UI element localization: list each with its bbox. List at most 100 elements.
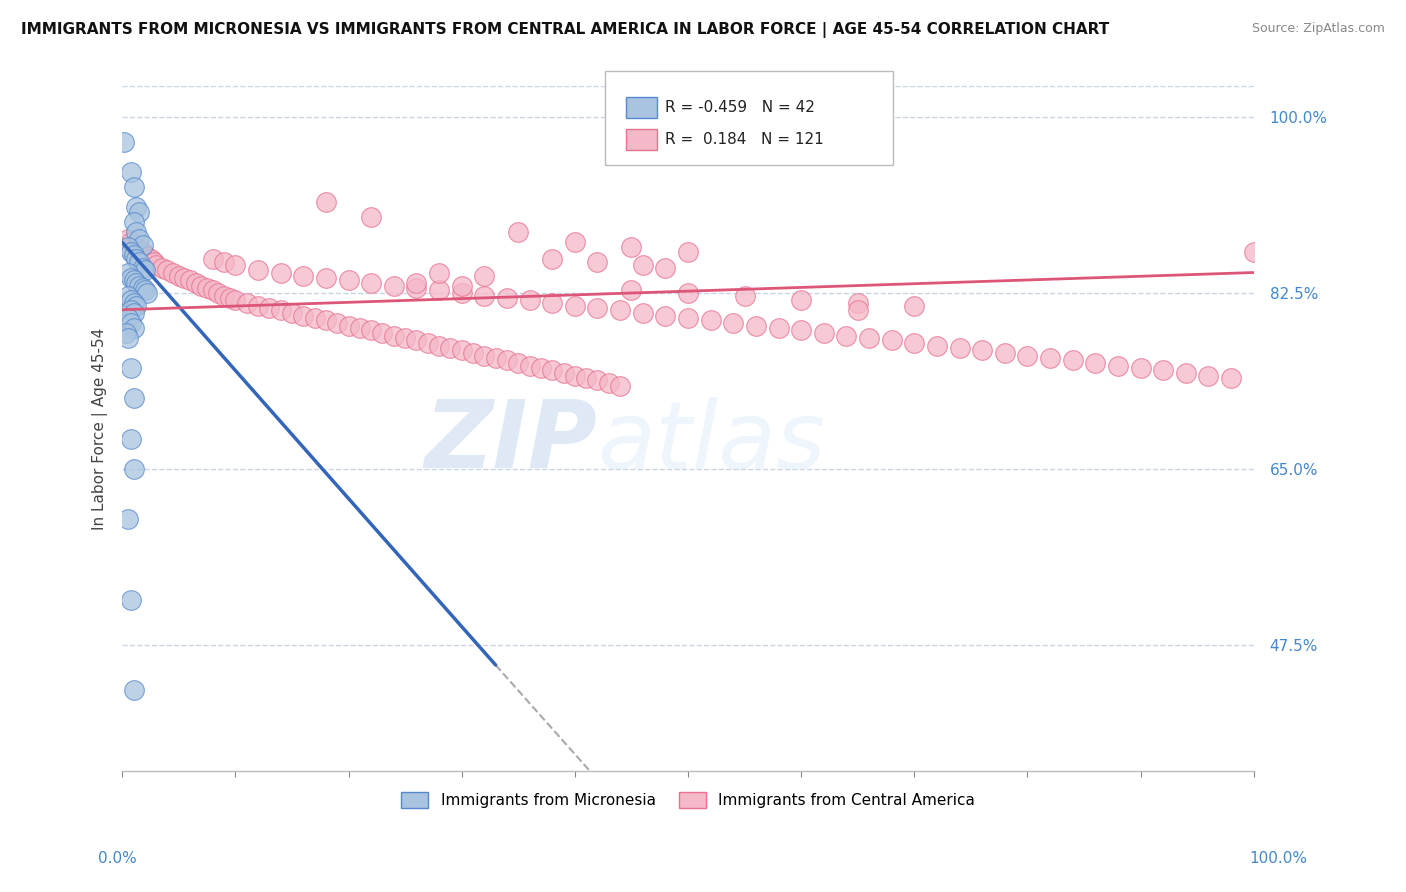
Point bbox=[564, 369, 586, 384]
Point bbox=[142, 255, 165, 269]
Point bbox=[903, 299, 925, 313]
Point bbox=[218, 291, 240, 305]
Point bbox=[122, 306, 145, 320]
Point bbox=[1198, 369, 1220, 384]
Point bbox=[382, 278, 405, 293]
Point bbox=[122, 683, 145, 698]
Point bbox=[880, 333, 903, 347]
Text: 0.0%: 0.0% bbox=[98, 851, 138, 865]
Point bbox=[184, 276, 207, 290]
Point bbox=[835, 329, 858, 343]
Point bbox=[167, 268, 190, 283]
Point bbox=[120, 165, 142, 179]
Point bbox=[270, 266, 292, 280]
Point bbox=[1017, 349, 1039, 363]
Point bbox=[195, 280, 218, 294]
Point bbox=[394, 331, 416, 345]
Point bbox=[292, 309, 315, 323]
Point bbox=[122, 321, 145, 335]
Point bbox=[405, 280, 427, 294]
Point bbox=[139, 252, 162, 267]
Point bbox=[128, 205, 150, 219]
Point bbox=[360, 210, 382, 224]
Point bbox=[122, 238, 145, 252]
Point bbox=[315, 270, 337, 285]
Point bbox=[131, 260, 153, 275]
Point bbox=[134, 262, 156, 277]
Point bbox=[609, 379, 631, 393]
Point bbox=[723, 316, 745, 330]
Point bbox=[485, 351, 508, 365]
Point bbox=[117, 512, 139, 526]
Point bbox=[122, 180, 145, 194]
Point bbox=[120, 293, 142, 307]
Point bbox=[553, 366, 575, 380]
Point bbox=[190, 278, 212, 293]
Point bbox=[620, 240, 643, 254]
Point bbox=[128, 243, 150, 257]
Point bbox=[156, 262, 179, 277]
Point bbox=[925, 339, 948, 353]
Point bbox=[117, 232, 139, 246]
Point bbox=[304, 310, 326, 325]
Point bbox=[676, 310, 699, 325]
Point bbox=[326, 316, 349, 330]
Point bbox=[575, 371, 598, 385]
Point bbox=[292, 268, 315, 283]
Text: R = -0.459   N = 42: R = -0.459 N = 42 bbox=[665, 100, 815, 115]
Point bbox=[371, 326, 394, 340]
Point bbox=[315, 195, 337, 210]
Text: Source: ZipAtlas.com: Source: ZipAtlas.com bbox=[1251, 22, 1385, 36]
Text: ZIP: ZIP bbox=[425, 396, 598, 488]
Point bbox=[450, 285, 472, 300]
Point bbox=[631, 306, 654, 320]
Text: 100.0%: 100.0% bbox=[1250, 851, 1308, 865]
Point bbox=[427, 339, 450, 353]
Point bbox=[846, 302, 869, 317]
Point bbox=[620, 283, 643, 297]
Point bbox=[259, 301, 281, 315]
Point bbox=[439, 341, 461, 355]
Point bbox=[122, 392, 145, 406]
Point bbox=[281, 306, 304, 320]
Point bbox=[270, 302, 292, 317]
Point bbox=[125, 225, 148, 239]
Point bbox=[122, 272, 145, 286]
Point bbox=[207, 285, 229, 300]
Point bbox=[768, 321, 790, 335]
Point bbox=[125, 299, 148, 313]
Point bbox=[427, 266, 450, 280]
Point bbox=[114, 326, 136, 340]
Point bbox=[450, 278, 472, 293]
Point bbox=[122, 462, 145, 476]
Point bbox=[337, 272, 360, 286]
Point bbox=[247, 262, 270, 277]
Point bbox=[114, 135, 136, 149]
Point bbox=[598, 376, 620, 391]
Text: R =  0.184   N = 121: R = 0.184 N = 121 bbox=[665, 132, 824, 147]
Point bbox=[564, 235, 586, 250]
Point bbox=[1062, 353, 1084, 368]
Point bbox=[120, 316, 142, 330]
Point bbox=[676, 285, 699, 300]
Point bbox=[472, 268, 495, 283]
Point bbox=[496, 291, 519, 305]
Point bbox=[120, 432, 142, 446]
Point bbox=[117, 310, 139, 325]
Point bbox=[212, 255, 235, 269]
Point bbox=[117, 288, 139, 302]
Point bbox=[120, 302, 142, 317]
Point bbox=[122, 248, 145, 262]
Point bbox=[136, 285, 159, 300]
Point bbox=[1039, 351, 1062, 365]
Point bbox=[631, 259, 654, 273]
Point bbox=[903, 336, 925, 351]
Point bbox=[472, 349, 495, 363]
Point bbox=[224, 259, 246, 273]
Point bbox=[125, 276, 148, 290]
Point bbox=[1129, 361, 1152, 376]
Point bbox=[734, 288, 756, 302]
Point bbox=[120, 245, 142, 260]
Point bbox=[790, 293, 813, 307]
Point bbox=[948, 341, 970, 355]
